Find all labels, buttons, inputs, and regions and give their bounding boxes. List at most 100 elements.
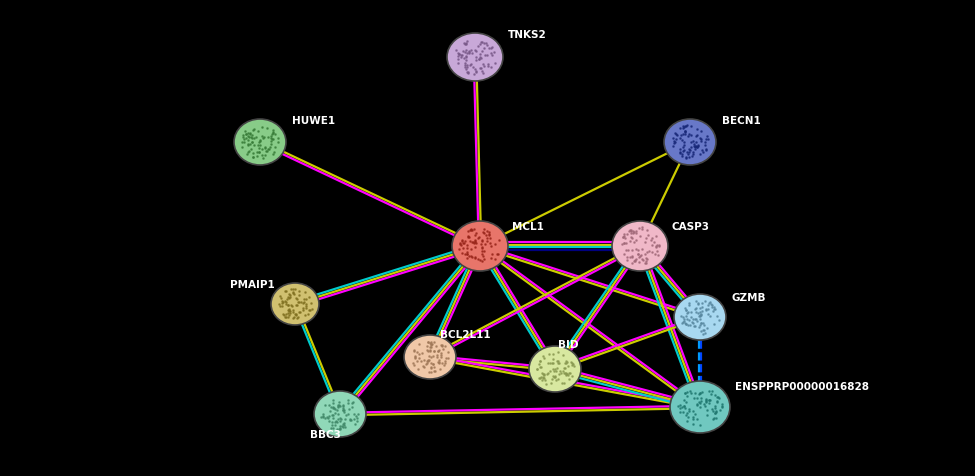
Point (697, 139, 713, 147)
Point (460, 233, 476, 241)
Text: BID: BID (558, 339, 578, 349)
Point (688, 401, 704, 409)
Point (345, 398, 361, 406)
Point (565, 359, 580, 367)
Point (332, 426, 348, 433)
Point (280, 302, 295, 309)
Point (639, 249, 654, 257)
Point (294, 305, 310, 312)
Point (265, 136, 281, 143)
Point (701, 300, 717, 307)
Point (346, 416, 362, 423)
Point (272, 303, 288, 310)
Point (276, 312, 292, 319)
Point (674, 403, 689, 411)
Point (534, 376, 550, 384)
Point (277, 288, 292, 295)
Point (406, 359, 421, 367)
Point (713, 406, 728, 414)
Point (682, 146, 697, 153)
Point (688, 304, 704, 312)
Point (325, 411, 340, 418)
Point (252, 149, 267, 156)
Point (299, 311, 315, 318)
Ellipse shape (674, 294, 726, 340)
Point (237, 139, 253, 146)
Point (326, 425, 341, 432)
Point (547, 365, 563, 373)
Point (424, 340, 440, 348)
Point (467, 255, 483, 263)
Point (672, 405, 687, 412)
Point (427, 367, 443, 375)
Point (425, 360, 441, 368)
Point (434, 359, 449, 367)
Point (625, 230, 641, 238)
Point (563, 358, 578, 366)
Point (689, 309, 705, 317)
Point (533, 373, 549, 381)
Point (631, 225, 646, 232)
Point (683, 144, 699, 152)
Point (692, 311, 708, 319)
Point (430, 347, 446, 355)
Point (685, 150, 701, 158)
Point (681, 154, 696, 161)
Point (677, 403, 692, 410)
Point (425, 360, 441, 367)
Point (451, 51, 467, 59)
Point (459, 244, 475, 252)
Point (707, 306, 722, 313)
Point (696, 400, 712, 408)
Point (453, 242, 469, 249)
Point (540, 360, 556, 367)
Point (407, 355, 422, 363)
Point (339, 399, 355, 407)
Point (256, 143, 272, 151)
Point (473, 55, 488, 62)
Point (459, 248, 475, 256)
Point (418, 360, 434, 368)
Point (431, 359, 447, 367)
Point (698, 398, 714, 406)
Point (680, 388, 695, 396)
Point (636, 257, 651, 264)
Point (460, 69, 476, 77)
Point (290, 299, 305, 307)
Point (434, 353, 449, 361)
Point (472, 65, 488, 73)
Point (257, 145, 273, 152)
Point (545, 366, 561, 373)
Point (250, 149, 265, 157)
Point (672, 402, 687, 409)
Point (678, 389, 693, 397)
Text: GZMB: GZMB (732, 292, 766, 302)
Point (453, 52, 469, 60)
Point (693, 394, 709, 402)
Point (317, 415, 332, 422)
Point (249, 134, 264, 141)
Point (550, 376, 566, 383)
Point (614, 240, 630, 248)
Point (688, 126, 704, 134)
Point (558, 357, 573, 365)
Point (565, 361, 580, 368)
Point (323, 407, 338, 415)
Point (254, 146, 269, 154)
Point (542, 359, 558, 367)
Point (561, 363, 576, 370)
Point (680, 150, 695, 158)
Point (434, 341, 449, 349)
Point (329, 418, 344, 426)
Point (683, 139, 699, 146)
Point (235, 134, 251, 141)
Point (480, 42, 495, 50)
Point (558, 371, 573, 379)
Point (325, 415, 340, 422)
Point (472, 54, 488, 62)
Point (550, 348, 566, 356)
Point (474, 237, 489, 244)
Point (672, 149, 687, 157)
Point (282, 312, 297, 319)
Point (289, 310, 304, 318)
